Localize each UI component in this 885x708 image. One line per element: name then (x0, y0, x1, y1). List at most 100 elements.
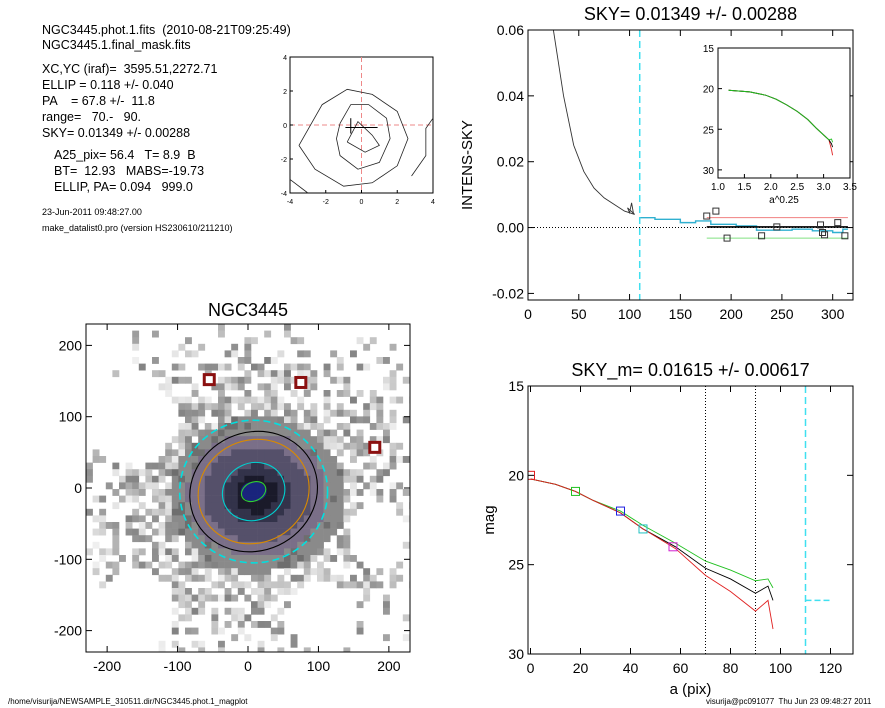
image-pixel (297, 469, 305, 477)
image-pixel (264, 456, 272, 463)
image-pixel (330, 475, 338, 483)
image-pixel (178, 456, 186, 463)
image-pixel (191, 350, 199, 358)
image-pixel (356, 442, 364, 450)
sky-plot-area (528, 30, 853, 242)
image-pixel (336, 390, 344, 397)
image-pixel (277, 555, 285, 562)
image-pixel (132, 475, 140, 483)
image-pixel (224, 508, 232, 516)
image-pixel (224, 561, 232, 569)
contour-xtick-label: 2 (395, 199, 399, 206)
image-pixel (376, 357, 384, 364)
image-pixel (218, 416, 225, 424)
image-pixel (336, 522, 344, 529)
image-pixel (178, 436, 186, 444)
image-pixel (303, 528, 311, 536)
contour-xtick-label: -2 (323, 199, 329, 206)
image-pixel (356, 337, 364, 345)
image-pixel (284, 508, 291, 516)
image-pixel (270, 555, 278, 562)
image-pixel (257, 522, 265, 529)
image-pixel (284, 541, 291, 549)
image-pixel (303, 541, 311, 549)
image-pixel (165, 442, 173, 450)
image-pixel (218, 436, 225, 444)
image-pixel (383, 429, 390, 437)
image-pixel (317, 475, 324, 483)
image-pixel (363, 442, 371, 450)
image-pixel (343, 469, 351, 477)
image-pixel (237, 469, 245, 477)
image-pixel (152, 462, 159, 470)
image-pixel (297, 535, 305, 543)
image-pixel (310, 409, 318, 417)
image-pixel (231, 482, 239, 490)
image-pixel (171, 555, 179, 562)
image-pixel (211, 541, 219, 549)
sky-square-marker (773, 223, 781, 231)
image-pixel (185, 568, 192, 576)
image-pixel (86, 508, 93, 516)
image-pixel (402, 416, 410, 424)
image-pixel (198, 515, 206, 523)
image-pixel (191, 429, 199, 437)
image-pixel (165, 489, 173, 496)
image-pixel (244, 541, 252, 549)
image-pixel (317, 541, 324, 549)
image-pixel (138, 548, 146, 556)
image-pixel (323, 416, 331, 424)
image-pixel (323, 403, 331, 411)
image-pixel (191, 475, 199, 483)
image-pixel (92, 449, 100, 457)
image-pixel (185, 594, 192, 602)
image-pixel (330, 469, 338, 477)
image-pixel (251, 588, 258, 595)
image-pixel (171, 522, 179, 529)
image-pixel (277, 515, 285, 523)
image-pixel (171, 607, 179, 615)
image-pixel (297, 515, 305, 523)
inset-xtick-label: 1.0 (711, 182, 725, 193)
image-pixel (158, 561, 166, 569)
image-pixel (204, 508, 212, 516)
image-pixel (363, 363, 371, 371)
image-pixel (178, 429, 186, 437)
image-pixel (218, 409, 225, 417)
image-pixel (218, 515, 225, 523)
contour-xtick-label: 4 (431, 199, 435, 206)
sky-ytick-label: 0.06 (497, 22, 524, 38)
image-pixel (257, 528, 265, 536)
image-pixel (297, 337, 305, 345)
contour-ytick-label: -2 (281, 157, 287, 164)
image-pixel (317, 528, 324, 536)
image-pixel (303, 436, 311, 444)
image-pixel (270, 489, 278, 496)
image-pixel (277, 423, 285, 430)
image-pixel (237, 449, 245, 457)
image-pixel (171, 568, 179, 576)
image-pixel (330, 409, 338, 417)
image-pixel (297, 396, 305, 404)
image-pixel (191, 383, 199, 391)
image-pixel (204, 502, 212, 510)
image-pixel (363, 594, 371, 602)
image-pixel (231, 594, 239, 602)
image-pixel (257, 588, 265, 595)
image-pixel (224, 482, 232, 490)
image-pixel (158, 456, 166, 463)
image-pixel (178, 442, 186, 450)
mag-ylabel: mag (481, 505, 498, 534)
image-pixel (356, 581, 364, 589)
image-pixel (389, 423, 397, 430)
sky-step-line (639, 216, 848, 234)
image-pixel (343, 528, 351, 536)
image-pixel (185, 515, 192, 523)
image-pixel (277, 535, 285, 543)
image-pixel (284, 601, 291, 609)
image-pixel (290, 429, 298, 437)
image-pixel (171, 396, 179, 404)
image-pixel (290, 462, 298, 470)
image-pixel (297, 449, 305, 457)
image-pixel (224, 502, 232, 510)
